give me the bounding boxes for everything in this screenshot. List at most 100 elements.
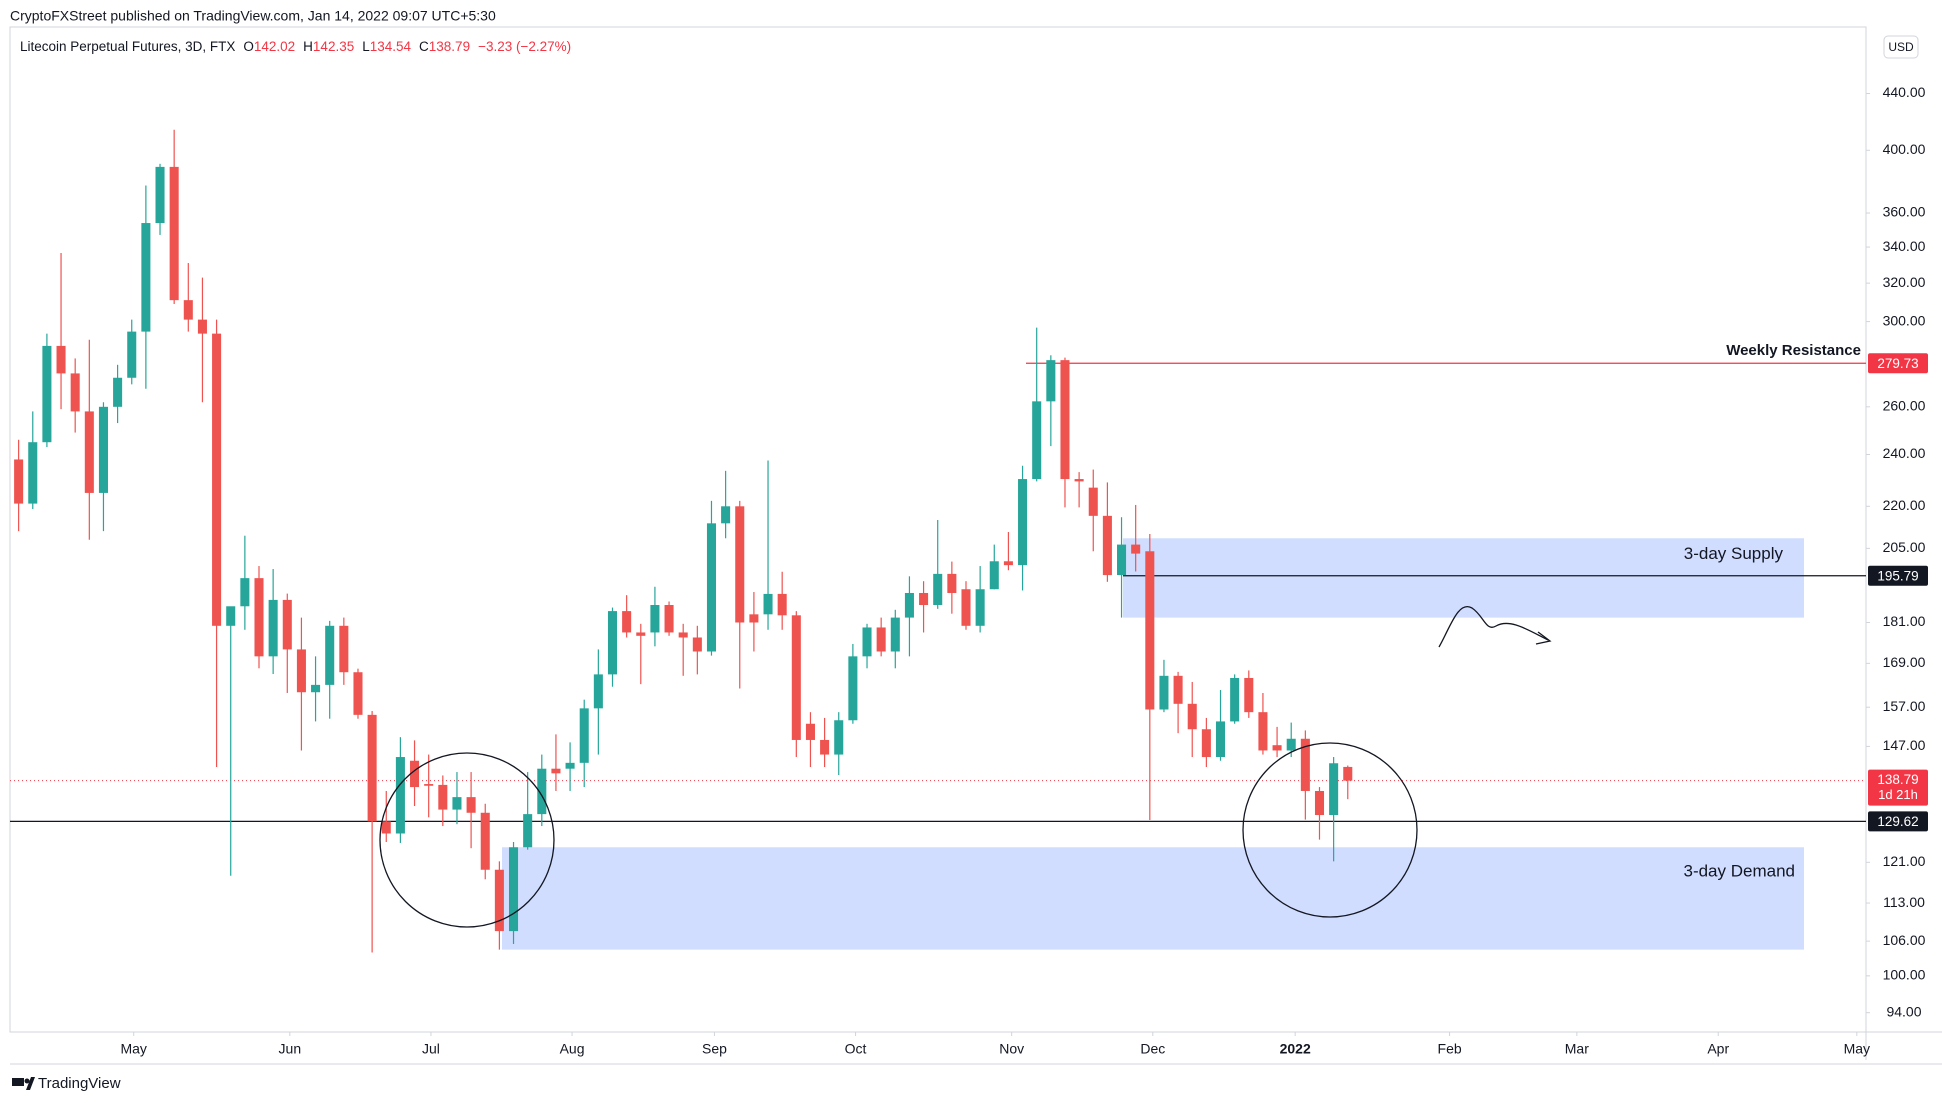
candle-body [480,812,490,870]
legend-ohlc-key: C [419,39,429,54]
level-price-box [1868,565,1928,586]
header: CryptoFXStreet published on TradingView.… [10,8,496,24]
candle-body [438,784,448,810]
candle-body [593,674,603,709]
candle-body [410,760,420,788]
legend-ohlc-key: L [362,39,370,54]
candle-body [565,762,575,769]
candle-body [494,869,504,932]
candle-body [961,589,971,626]
x-tick-label: May [120,1041,146,1057]
footer-brand: TradingView [38,1075,121,1092]
candle-body [622,611,632,633]
y-tick-label: 400.00 [1883,141,1926,157]
level-price-label: 279.73 [1877,356,1918,371]
x-tick-label: Sep [702,1041,727,1057]
candle-body [933,573,943,605]
candle-body [1272,745,1282,751]
candle-body [1300,738,1310,791]
candle-body [890,617,900,652]
level-price-label: 129.62 [1877,814,1918,829]
legend-ohlc-value: 138.79 [429,39,470,54]
candle-body [268,599,278,657]
candle-body [523,814,533,848]
y-tick-label: 106.00 [1883,932,1926,948]
candle-body [876,627,886,652]
y-tick-label: 181.00 [1883,613,1926,629]
x-tick-label: Dec [1140,1041,1165,1057]
drawings [379,605,1552,928]
candle-body [579,708,589,763]
last-price-countdown: 1d 21h [1878,787,1918,802]
candle-body [56,345,66,374]
candle-body [424,784,434,786]
candle-body [14,459,24,504]
x-tick-label: Aug [560,1041,585,1057]
candle-body [1159,675,1169,710]
candle-body [1060,360,1070,480]
zone-label: 3-day Demand [1683,862,1795,881]
candle-body [240,578,250,607]
y-tick-label: 300.00 [1883,312,1926,328]
y-tick-label: 100.00 [1883,967,1926,983]
candle-body [1102,515,1112,576]
last-price-label: 138.79 [1877,772,1918,787]
candle-body [1131,544,1141,554]
candle-body [127,331,137,378]
candle-body [975,589,985,626]
candle-body [791,615,801,740]
candle-body [70,373,80,412]
legend-change: −3.23 (−2.27%) [478,39,571,54]
candle-body [1046,360,1056,402]
logo-slash [26,1077,35,1090]
candle-body [1329,763,1339,816]
candle-body [1244,677,1254,713]
x-tick-label: Nov [999,1041,1024,1057]
candle-body [947,573,957,593]
axes: 440.00 400.00 360.00 340.00 320.00 300.00 260.… [120,84,1928,1057]
candles [14,129,1353,953]
candle-body [721,506,731,524]
zones: 3-day Supply 3-day Demand [502,538,1804,950]
candle-body [1088,487,1098,516]
x-tick-label: May [1844,1041,1870,1057]
candle-body [692,637,702,652]
last-price-box [1868,769,1928,806]
projection-arrowhead [1535,631,1552,645]
candle-body [664,604,674,633]
y-tick-label: 205.00 [1883,539,1926,555]
candle-body [212,333,222,626]
currency-label: USD [1888,40,1914,54]
y-tick-label: 220.00 [1883,497,1926,513]
candle-body [1003,561,1013,566]
y-tick-label: 260.00 [1883,398,1926,414]
zone [1123,538,1804,618]
candle-body [650,604,660,633]
y-tick-label: 121.00 [1883,853,1926,869]
level-price-box [1868,353,1928,374]
candle-body [735,506,745,623]
candle-body [28,442,38,504]
candle-body [466,797,476,813]
x-tick-label: Feb [1438,1041,1462,1057]
y-tick-label: 169.00 [1883,654,1926,670]
zone-label: 3-day Supply [1684,544,1784,563]
y-tick-label: 360.00 [1883,204,1926,220]
candle-body [636,632,646,636]
level-price-label: 195.79 [1877,568,1918,583]
y-tick-label: 340.00 [1883,238,1926,254]
candle-body [381,821,391,834]
y-tick-label: 94.00 [1886,1003,1921,1019]
y-tick-label: 113.00 [1883,894,1925,910]
x-tick-label: Mar [1565,1041,1589,1057]
candle-body [325,625,335,685]
zone [502,847,1804,950]
y-tick-label: 440.00 [1883,84,1926,100]
candle-body [1258,712,1268,751]
footer-logo [12,1077,35,1090]
candle-body [919,592,929,605]
y-tick-label: 147.00 [1883,737,1926,753]
